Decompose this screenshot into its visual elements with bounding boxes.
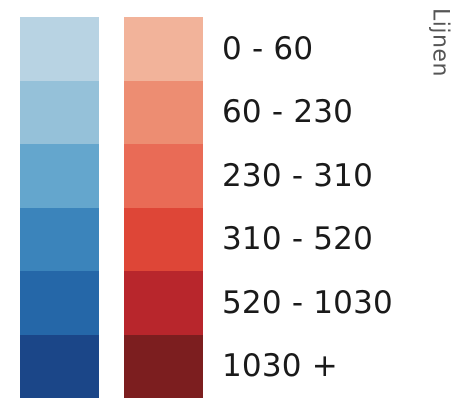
blue-swatch-1 bbox=[20, 17, 99, 81]
class-label-4: 310 - 520 bbox=[222, 221, 374, 258]
red-swatch-6 bbox=[124, 334, 203, 398]
class-label-2: 60 - 230 bbox=[222, 94, 354, 131]
class-label-5: 520 - 1030 bbox=[222, 284, 393, 321]
red-color-scale bbox=[124, 17, 203, 398]
class-label-6: 1030 + bbox=[222, 348, 338, 385]
red-swatch-4 bbox=[124, 207, 203, 271]
class-label-3: 230 - 310 bbox=[222, 157, 374, 194]
class-labels: 0 - 60 60 - 230 230 - 310 310 - 520 520 … bbox=[222, 17, 393, 398]
red-swatch-3 bbox=[124, 144, 203, 208]
blue-swatch-3 bbox=[20, 144, 99, 208]
blue-swatch-4 bbox=[20, 207, 99, 271]
legend-title-text: Lijnen bbox=[427, 8, 453, 77]
class-label-1: 0 - 60 bbox=[222, 30, 314, 67]
blue-swatch-6 bbox=[20, 334, 99, 398]
red-swatch-2 bbox=[124, 80, 203, 144]
blue-swatch-2 bbox=[20, 80, 99, 144]
blue-color-scale bbox=[20, 17, 99, 398]
red-swatch-5 bbox=[124, 271, 203, 335]
legend-title: Lijnen bbox=[423, 8, 457, 98]
red-swatch-1 bbox=[124, 17, 203, 81]
blue-swatch-5 bbox=[20, 271, 99, 335]
